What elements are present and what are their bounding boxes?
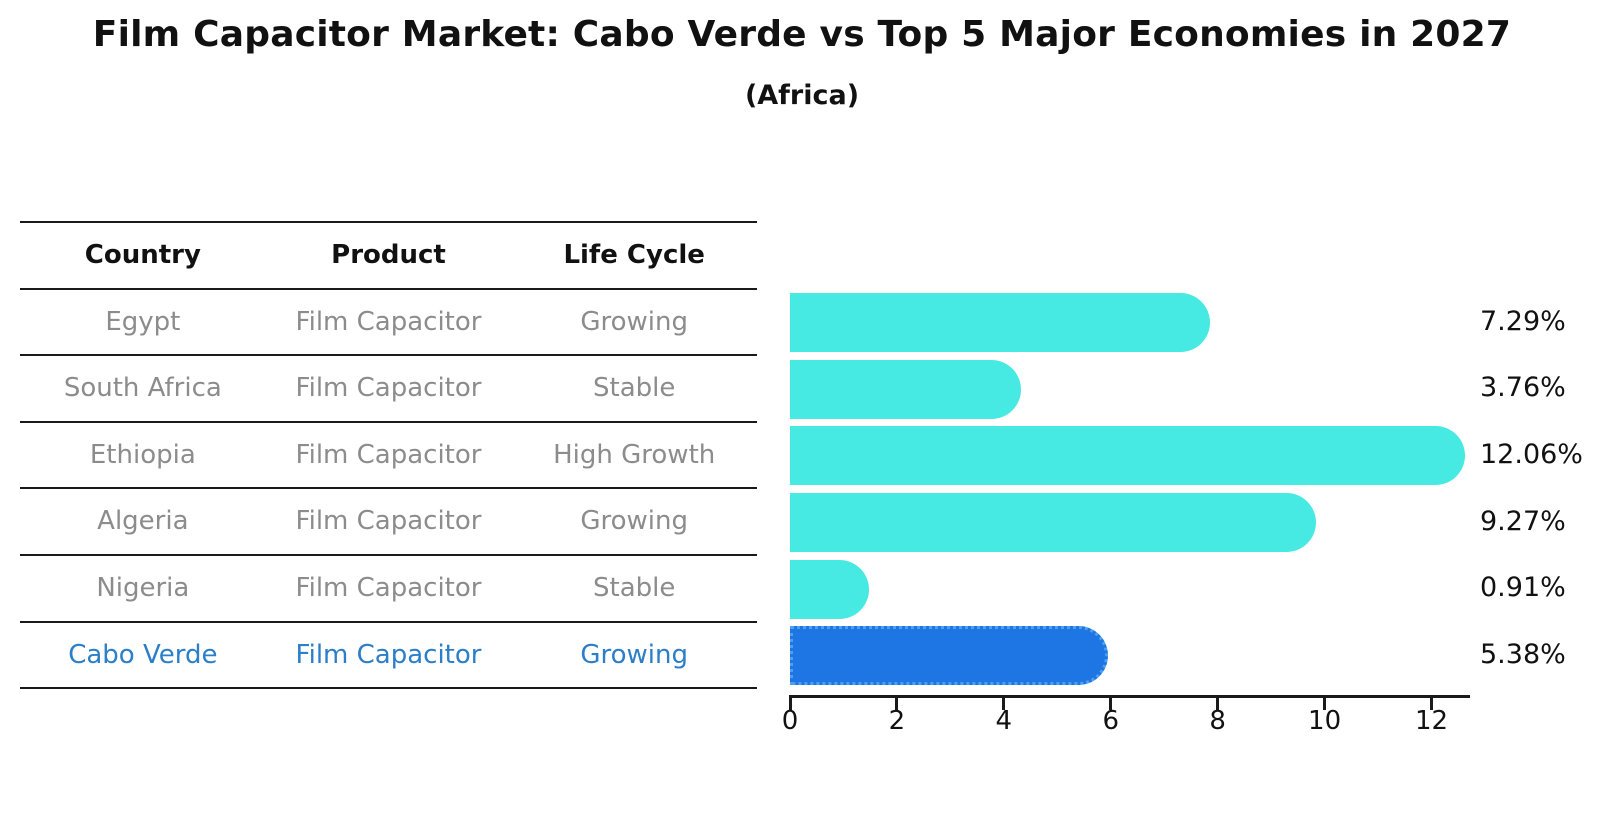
page-title: Film Capacitor Market: Cabo Verde vs Top…	[92, 14, 1512, 55]
bar-egypt	[790, 293, 1210, 353]
cell-country: Algeria	[97, 506, 189, 537]
x-axis-tick-label: 8	[1209, 706, 1226, 736]
bar-value-label: 5.38%	[1480, 638, 1566, 670]
column-header-life-cycle: Life Cycle	[563, 240, 705, 270]
bar-value-label: 7.29%	[1480, 305, 1566, 337]
bar-value-label: 3.76%	[1480, 372, 1566, 404]
cell-product: Film Capacitor	[295, 373, 482, 404]
x-axis-tick	[1109, 698, 1113, 710]
table-row-cabo-verde: Cabo Verde Film Capacitor Growing	[20, 623, 757, 688]
cell-life-cycle: Growing	[580, 506, 688, 537]
cell-product: Film Capacitor	[295, 572, 482, 603]
cell-life-cycle: Stable	[593, 572, 676, 603]
x-axis-tick-label: 0	[781, 706, 799, 736]
x-axis-tick	[1002, 698, 1006, 710]
bar-value-label: 9.27%	[1480, 505, 1566, 537]
cell-product: Film Capacitor	[295, 439, 482, 470]
cell-life-cycle: High Growth	[553, 439, 716, 470]
cell-country: Egypt	[105, 306, 181, 337]
cell-country: Ethiopia	[89, 439, 196, 470]
cell-product: Film Capacitor	[295, 306, 482, 337]
table-row: Algeria Film Capacitor Growing	[20, 489, 757, 556]
bar-value-label: 0.91%	[1480, 572, 1566, 604]
cell-life-cycle: Growing	[580, 639, 688, 670]
table-row: Nigeria Film Capacitor Stable	[20, 556, 757, 623]
x-axis-tick-label: 4	[995, 706, 1013, 736]
bar-south-africa	[790, 359, 1021, 419]
x-axis-tick	[1430, 698, 1434, 710]
x-axis-tick	[895, 698, 899, 710]
table-header-row: Country Product Life Cycle	[20, 223, 757, 290]
column-header-country: Country	[84, 240, 201, 270]
cell-country: Cabo Verde	[68, 639, 218, 670]
x-axis-tick	[1216, 698, 1220, 710]
cell-product: Film Capacitor	[295, 639, 482, 670]
bar-value-label: 12.06%	[1480, 438, 1583, 470]
x-axis-tick	[788, 698, 792, 710]
x-axis-tick-label: 12	[1414, 706, 1449, 736]
cell-country: Nigeria	[96, 572, 190, 603]
x-axis-tick-label: 2	[888, 706, 906, 736]
x-axis-tick-label: 10	[1308, 706, 1342, 736]
x-axis-tick-label: 6	[1102, 706, 1120, 736]
cell-country: South Africa	[63, 373, 222, 404]
bar-ethiopia	[790, 426, 1465, 486]
bar-algeria	[790, 493, 1316, 552]
x-axis-tick	[1323, 698, 1327, 710]
table-row: Egypt Film Capacitor Growing	[20, 290, 757, 357]
cell-life-cycle: Growing	[580, 306, 688, 337]
bar-cabo-verde	[790, 626, 1108, 686]
country-table: Country Product Life Cycle Egypt Film Ca…	[20, 221, 757, 690]
cell-life-cycle: Stable	[593, 373, 676, 404]
page-subtitle: (Africa)	[744, 80, 860, 111]
cell-product: Film Capacitor	[295, 506, 482, 537]
bar-nigeria	[790, 559, 869, 619]
table-row: South Africa Film Capacitor Stable	[20, 356, 757, 423]
table-row: Ethiopia Film Capacitor High Growth	[20, 423, 757, 490]
column-header-product: Product	[331, 240, 446, 270]
x-axis-line	[789, 695, 1470, 698]
